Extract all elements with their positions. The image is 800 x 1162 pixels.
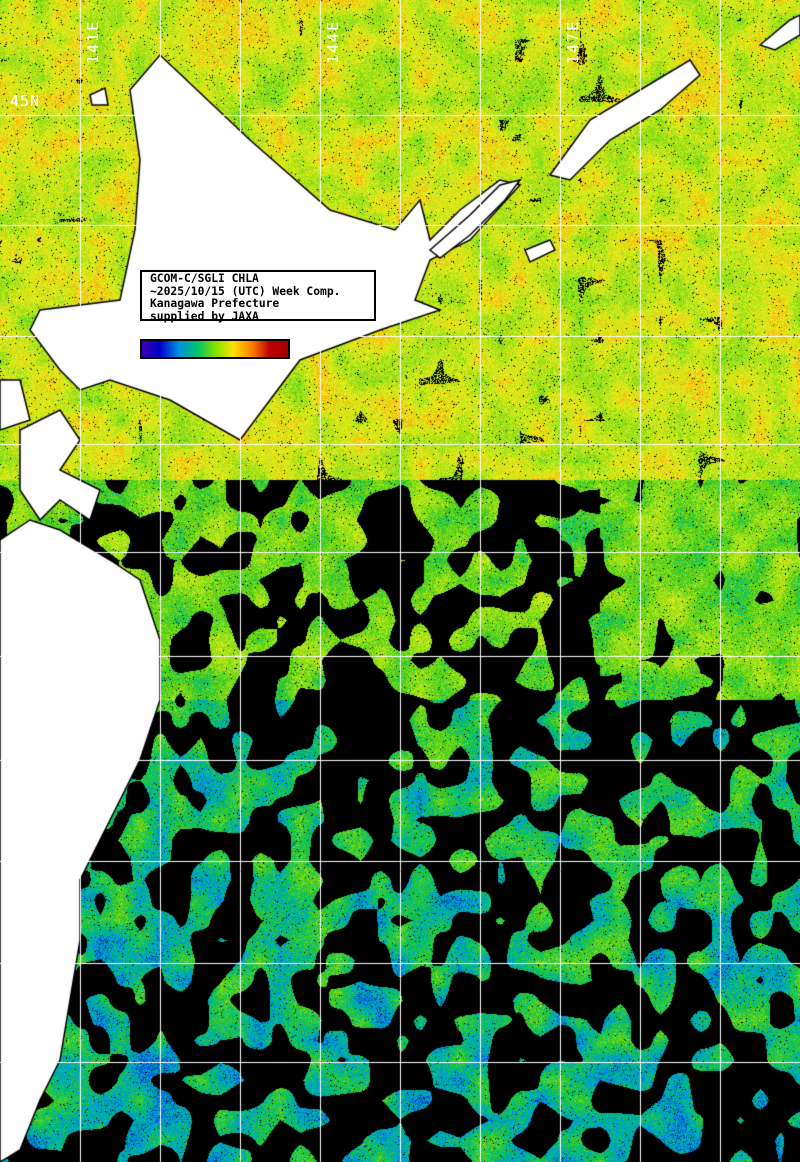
legend-organization: Kanagawa Prefecture <box>150 297 280 311</box>
legend-date: ~2025/10/15 (UTC) Week Comp. <box>150 284 341 298</box>
longitude-label-141e: 141E <box>84 19 102 64</box>
legend-box: GCOM-C/SGLI CHLA ~2025/10/15 (UTC) Week … <box>140 270 376 323</box>
longitude-label-147e: 147E <box>564 19 582 64</box>
latitude-label-45n: 45N <box>10 92 41 110</box>
legend-title: GCOM-C/SGLI CHLA <box>150 272 259 285</box>
legend-credit: supplied by JAXA <box>150 309 259 323</box>
longitude-label-144e: 144E <box>324 19 342 64</box>
colorbar <box>140 339 290 359</box>
